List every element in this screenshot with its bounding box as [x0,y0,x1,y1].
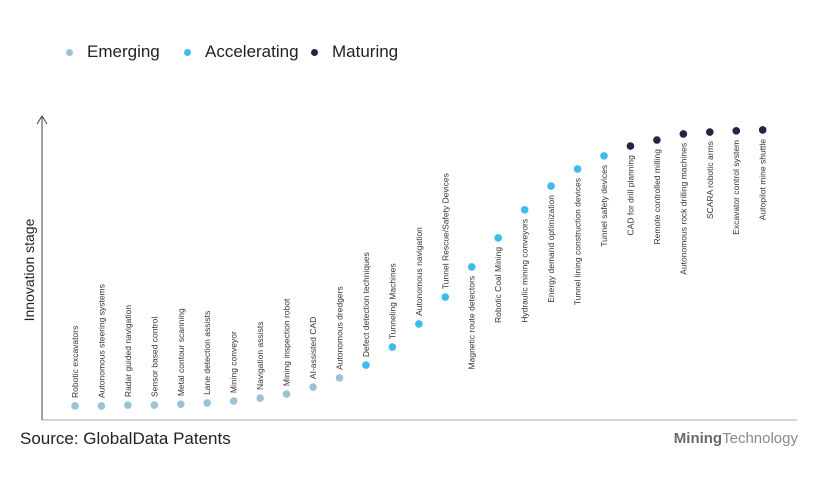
data-point [177,400,185,408]
data-label: AI-assisted CAD [308,317,318,379]
data-label: Defect detection techniques [361,252,371,357]
data-label: Lane detection assists [202,311,212,395]
data-point [441,293,450,301]
logo-bold: Mining [673,430,723,447]
logo-rest: Technology [722,430,798,447]
data-point [600,152,608,160]
data-point [758,126,767,134]
data-point [520,206,529,214]
data-point [388,343,397,351]
data-label: Navigation assists [255,322,265,391]
data-label: Remote controlled milling [652,149,662,245]
data-point [494,234,503,242]
data-point [467,263,476,271]
source-note: Source: GlobalData Patents [20,429,231,448]
data-label: Robotic Coal Mining [493,247,503,323]
data-point [679,130,688,138]
data-point [415,320,423,328]
legend-maturing: Maturing [311,42,398,62]
data-point [573,165,582,173]
data-point [203,399,212,407]
data-point [256,394,264,402]
legend-accelerating: Accelerating [184,42,299,62]
data-label: Tunnel safety devices [599,165,609,247]
data-label: Autonomous dredgers [335,286,345,370]
data-label: Autonomous steering systems [96,284,106,398]
data-point [282,390,291,398]
legend-label: Maturing [332,42,399,61]
data-label: Autonomous navigation [414,227,424,316]
data-label: Autopilot mine shuttle [758,139,768,221]
legend-label: Emerging [87,42,160,61]
maturing-marker-icon [311,48,318,56]
data-label: Hydraulic mining conveyors [520,219,530,323]
data-label: Radar guided navigation [123,305,133,397]
data-point [309,383,317,391]
data-label: Autonomous rock drilling machines [678,143,688,275]
data-point [653,136,661,144]
data-point [706,128,714,136]
data-point [97,402,106,410]
data-label: CAD for drill planning [625,155,635,236]
data-point [71,402,79,410]
data-label: Mining inspection robot [282,298,292,386]
data-label: Tunnel Rescue/Safety Devices [440,173,450,289]
data-label: Energy demand optimization [546,195,556,303]
data-label: SCARA robotic arms [705,141,715,219]
data-point [626,142,635,150]
data-label: Excavator control system [731,140,741,235]
legend-emerging: Emerging [66,42,160,62]
legend-label: Accelerating [205,42,299,61]
data-label: Sensor based control [149,317,159,397]
logo: MiningTechnology [674,430,798,447]
data-point [547,182,555,190]
data-label: Mining conveyor [229,331,239,393]
data-point [150,401,159,409]
data-point [124,401,132,409]
data-label: Metal contour scanning [176,308,186,396]
data-point [335,374,344,382]
data-label: Tunnel lining construction devices [573,178,583,305]
accelerating-marker-icon [184,48,191,56]
data-point [229,397,238,405]
data-point [732,127,741,135]
y-axis-arrow-icon [36,115,48,125]
data-label: Robotic excavators [70,326,80,398]
data-label: Tunneling Machines [387,263,397,339]
data-point [362,361,370,369]
emerging-marker-icon [66,48,73,56]
data-label: Magnetic route detectors [467,276,477,370]
